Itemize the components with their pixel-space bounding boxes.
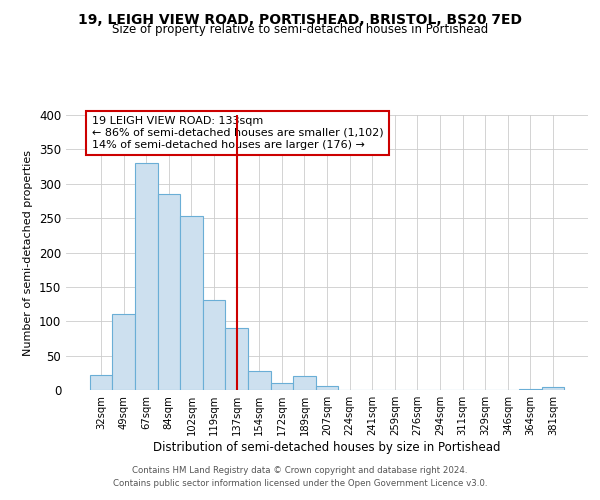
Bar — [226, 328, 248, 390]
Bar — [180, 216, 203, 390]
Bar — [158, 194, 180, 390]
Text: 19 LEIGH VIEW ROAD: 133sqm
← 86% of semi-detached houses are smaller (1,102)
14%: 19 LEIGH VIEW ROAD: 133sqm ← 86% of semi… — [92, 116, 383, 150]
Bar — [112, 314, 135, 390]
Bar — [271, 383, 293, 390]
Bar — [90, 375, 112, 390]
Bar — [316, 386, 338, 390]
Y-axis label: Number of semi-detached properties: Number of semi-detached properties — [23, 150, 34, 356]
Text: Size of property relative to semi-detached houses in Portishead: Size of property relative to semi-detach… — [112, 22, 488, 36]
Bar — [542, 387, 564, 390]
Bar — [248, 372, 271, 390]
Bar — [135, 163, 158, 390]
Bar — [293, 376, 316, 390]
X-axis label: Distribution of semi-detached houses by size in Portishead: Distribution of semi-detached houses by … — [153, 441, 501, 454]
Text: Contains HM Land Registry data © Crown copyright and database right 2024.
Contai: Contains HM Land Registry data © Crown c… — [113, 466, 487, 487]
Bar — [203, 300, 226, 390]
Text: 19, LEIGH VIEW ROAD, PORTISHEAD, BRISTOL, BS20 7ED: 19, LEIGH VIEW ROAD, PORTISHEAD, BRISTOL… — [78, 12, 522, 26]
